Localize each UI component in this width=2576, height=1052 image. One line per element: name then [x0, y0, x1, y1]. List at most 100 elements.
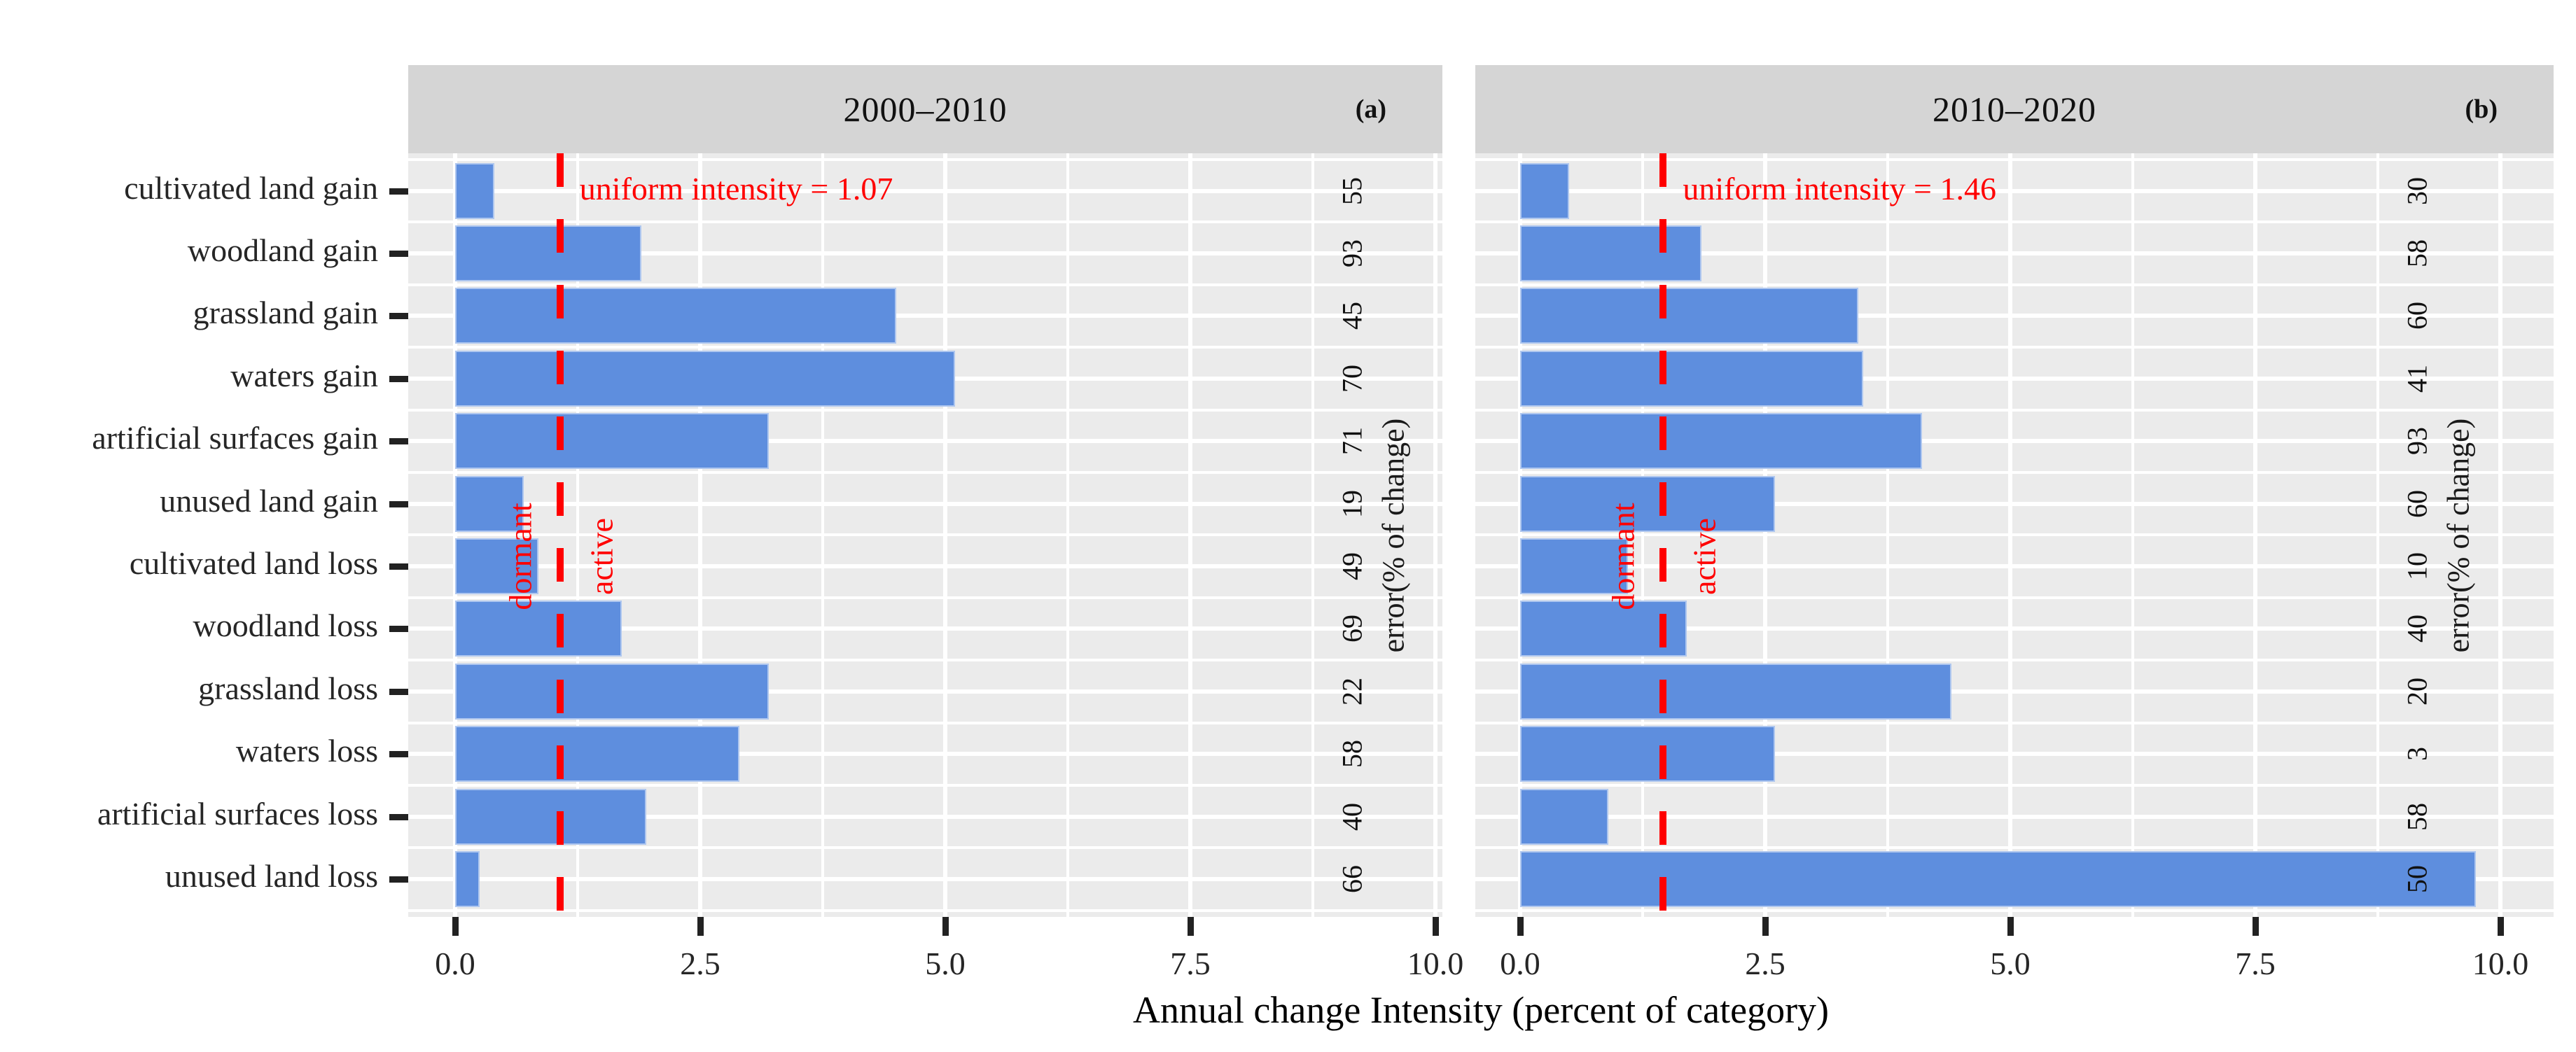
- y-tick-mark: [389, 313, 408, 320]
- minor-gridline-horizontal: [408, 846, 1442, 850]
- bar-woodland-gain: [455, 225, 641, 281]
- error-value: 19: [1336, 489, 1368, 518]
- error-value: 69: [1336, 615, 1368, 643]
- y-tick-mark: [389, 876, 408, 883]
- uniform-intensity-line: [556, 153, 564, 917]
- x-tick-mark: [2498, 917, 2504, 936]
- y-tick-mark: [389, 375, 408, 382]
- error-value: 20: [2401, 677, 2433, 706]
- error-value: 60: [2401, 489, 2433, 518]
- x-tick-mark: [1433, 917, 1439, 936]
- bar-waters-loss: [1520, 726, 1775, 783]
- x-tick-mark: [942, 917, 949, 936]
- facet-tag: (a): [1355, 94, 1386, 124]
- bar-artificial-surfaces-gain: [1520, 413, 1922, 470]
- bar-unused-land-gain: [455, 475, 524, 532]
- minor-gridline-horizontal: [408, 220, 1442, 224]
- major-gridline-horizontal: [408, 877, 1442, 881]
- bar-waters-loss: [455, 726, 739, 783]
- error-value: 58: [2401, 802, 2433, 831]
- right-axis-label: error(% of change): [1376, 418, 1411, 652]
- error-value: 71: [1336, 427, 1368, 456]
- y-tick-mark: [389, 688, 408, 695]
- minor-gridline-horizontal: [408, 470, 1442, 474]
- major-gridline-horizontal: [408, 814, 1442, 819]
- major-gridline-horizontal: [408, 626, 1442, 631]
- major-gridline-horizontal: [1475, 814, 2554, 819]
- bar-unused-land-loss: [455, 851, 480, 907]
- dormant-label: dormant: [502, 503, 538, 610]
- uniform-intensity-label: uniform intensity = 1.46: [1683, 170, 1996, 206]
- y-category-label: waters gain: [230, 357, 378, 393]
- facet-strip: 2010–2020 (b): [1475, 65, 2554, 153]
- error-value: 50: [2401, 865, 2433, 893]
- x-tick-label: 10.0: [1407, 946, 1464, 981]
- bar-unused-land-gain: [1520, 475, 1775, 532]
- error-value: 58: [2401, 239, 2433, 267]
- major-gridline-horizontal: [408, 689, 1442, 694]
- y-category-label: waters loss: [235, 733, 378, 769]
- y-category-label: woodland gain: [187, 232, 378, 268]
- error-value: 40: [2401, 615, 2433, 643]
- major-gridline-horizontal: [408, 564, 1442, 568]
- x-tick-label: 0.0: [1500, 946, 1540, 981]
- y-category-label: cultivated land loss: [129, 545, 378, 581]
- major-gridline-horizontal: [408, 314, 1442, 318]
- y-tick-mark: [389, 500, 408, 507]
- error-value: 3: [2401, 747, 2433, 762]
- major-gridline-horizontal: [1475, 752, 2554, 757]
- minor-gridline-horizontal: [408, 783, 1442, 787]
- major-gridline-horizontal: [408, 188, 1442, 193]
- x-tick-mark: [1188, 917, 1194, 936]
- minor-gridline-horizontal: [408, 721, 1442, 724]
- y-category-label: grassland loss: [198, 670, 378, 706]
- bar-artificial-surfaces-loss: [455, 788, 646, 845]
- y-tick-mark: [389, 438, 408, 445]
- x-tick-mark: [1762, 917, 1769, 936]
- y-tick-mark: [389, 251, 408, 257]
- error-value: 66: [1336, 865, 1368, 893]
- bar-cultivated-land-gain: [455, 162, 494, 219]
- y-tick-mark: [389, 626, 408, 633]
- facet-panel-a: 2000–2010 (a) uniform intensity = 1.07 dorm…: [408, 65, 1442, 917]
- y-category-label: grassland gain: [193, 295, 378, 331]
- major-gridline-horizontal: [1475, 501, 2554, 506]
- plot-area: uniform intensity = 1.46 dormant active 30 5…: [1475, 153, 2554, 917]
- minor-gridline-horizontal: [1475, 346, 2554, 349]
- dormant-label: dormant: [1605, 503, 1641, 610]
- facet-strip: 2000–2010 (a): [408, 65, 1442, 153]
- bar-unused-land-loss: [1520, 851, 2476, 907]
- uniform-intensity-line: [1659, 153, 1667, 917]
- minor-gridline-horizontal: [1475, 283, 2554, 286]
- major-gridline-horizontal: [408, 251, 1442, 255]
- x-tick-label: 2.5: [680, 946, 720, 981]
- error-value: 93: [1336, 239, 1368, 267]
- major-gridline-horizontal: [408, 439, 1442, 444]
- minor-gridline-horizontal: [1475, 220, 2554, 224]
- error-value: 10: [2401, 552, 2433, 580]
- error-value: 70: [1336, 364, 1368, 393]
- minor-gridline-horizontal: [408, 157, 1442, 161]
- y-tick-mark: [389, 813, 408, 820]
- minor-gridline-horizontal: [1475, 846, 2554, 850]
- minor-gridline-horizontal: [408, 283, 1442, 286]
- error-value: 22: [1336, 677, 1368, 706]
- bar-grassland-loss: [1520, 663, 1951, 720]
- bar-woodland-loss: [455, 601, 622, 657]
- active-label: active: [583, 518, 620, 595]
- error-value: 45: [1336, 302, 1368, 330]
- bar-woodland-loss: [1520, 601, 1687, 657]
- x-tick-mark: [2007, 917, 2014, 936]
- major-gridline-horizontal: [1475, 251, 2554, 255]
- minor-gridline-horizontal: [408, 533, 1442, 537]
- major-gridline-horizontal: [1475, 376, 2554, 381]
- x-tick-label: 7.5: [2235, 946, 2276, 981]
- major-gridline-horizontal: [1475, 188, 2554, 193]
- error-value: 93: [2401, 427, 2433, 456]
- minor-gridline-horizontal: [408, 346, 1442, 349]
- bar-cultivated-land-loss: [1520, 538, 1628, 594]
- minor-gridline-horizontal: [1475, 721, 2554, 724]
- x-tick-label: 5.0: [925, 946, 966, 981]
- bar-cultivated-land-loss: [455, 538, 538, 594]
- minor-gridline-horizontal: [408, 596, 1442, 599]
